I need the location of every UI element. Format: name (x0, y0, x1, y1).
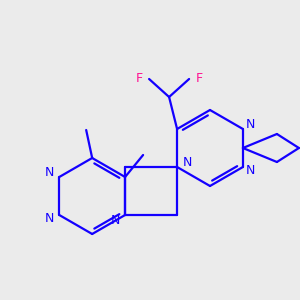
Text: N: N (45, 167, 54, 179)
Text: N: N (182, 155, 192, 169)
Text: N: N (246, 164, 256, 178)
Text: F: F (136, 73, 143, 85)
Text: N: N (246, 118, 256, 131)
Text: F: F (196, 73, 203, 85)
Text: N: N (110, 214, 120, 226)
Text: N: N (45, 212, 54, 226)
